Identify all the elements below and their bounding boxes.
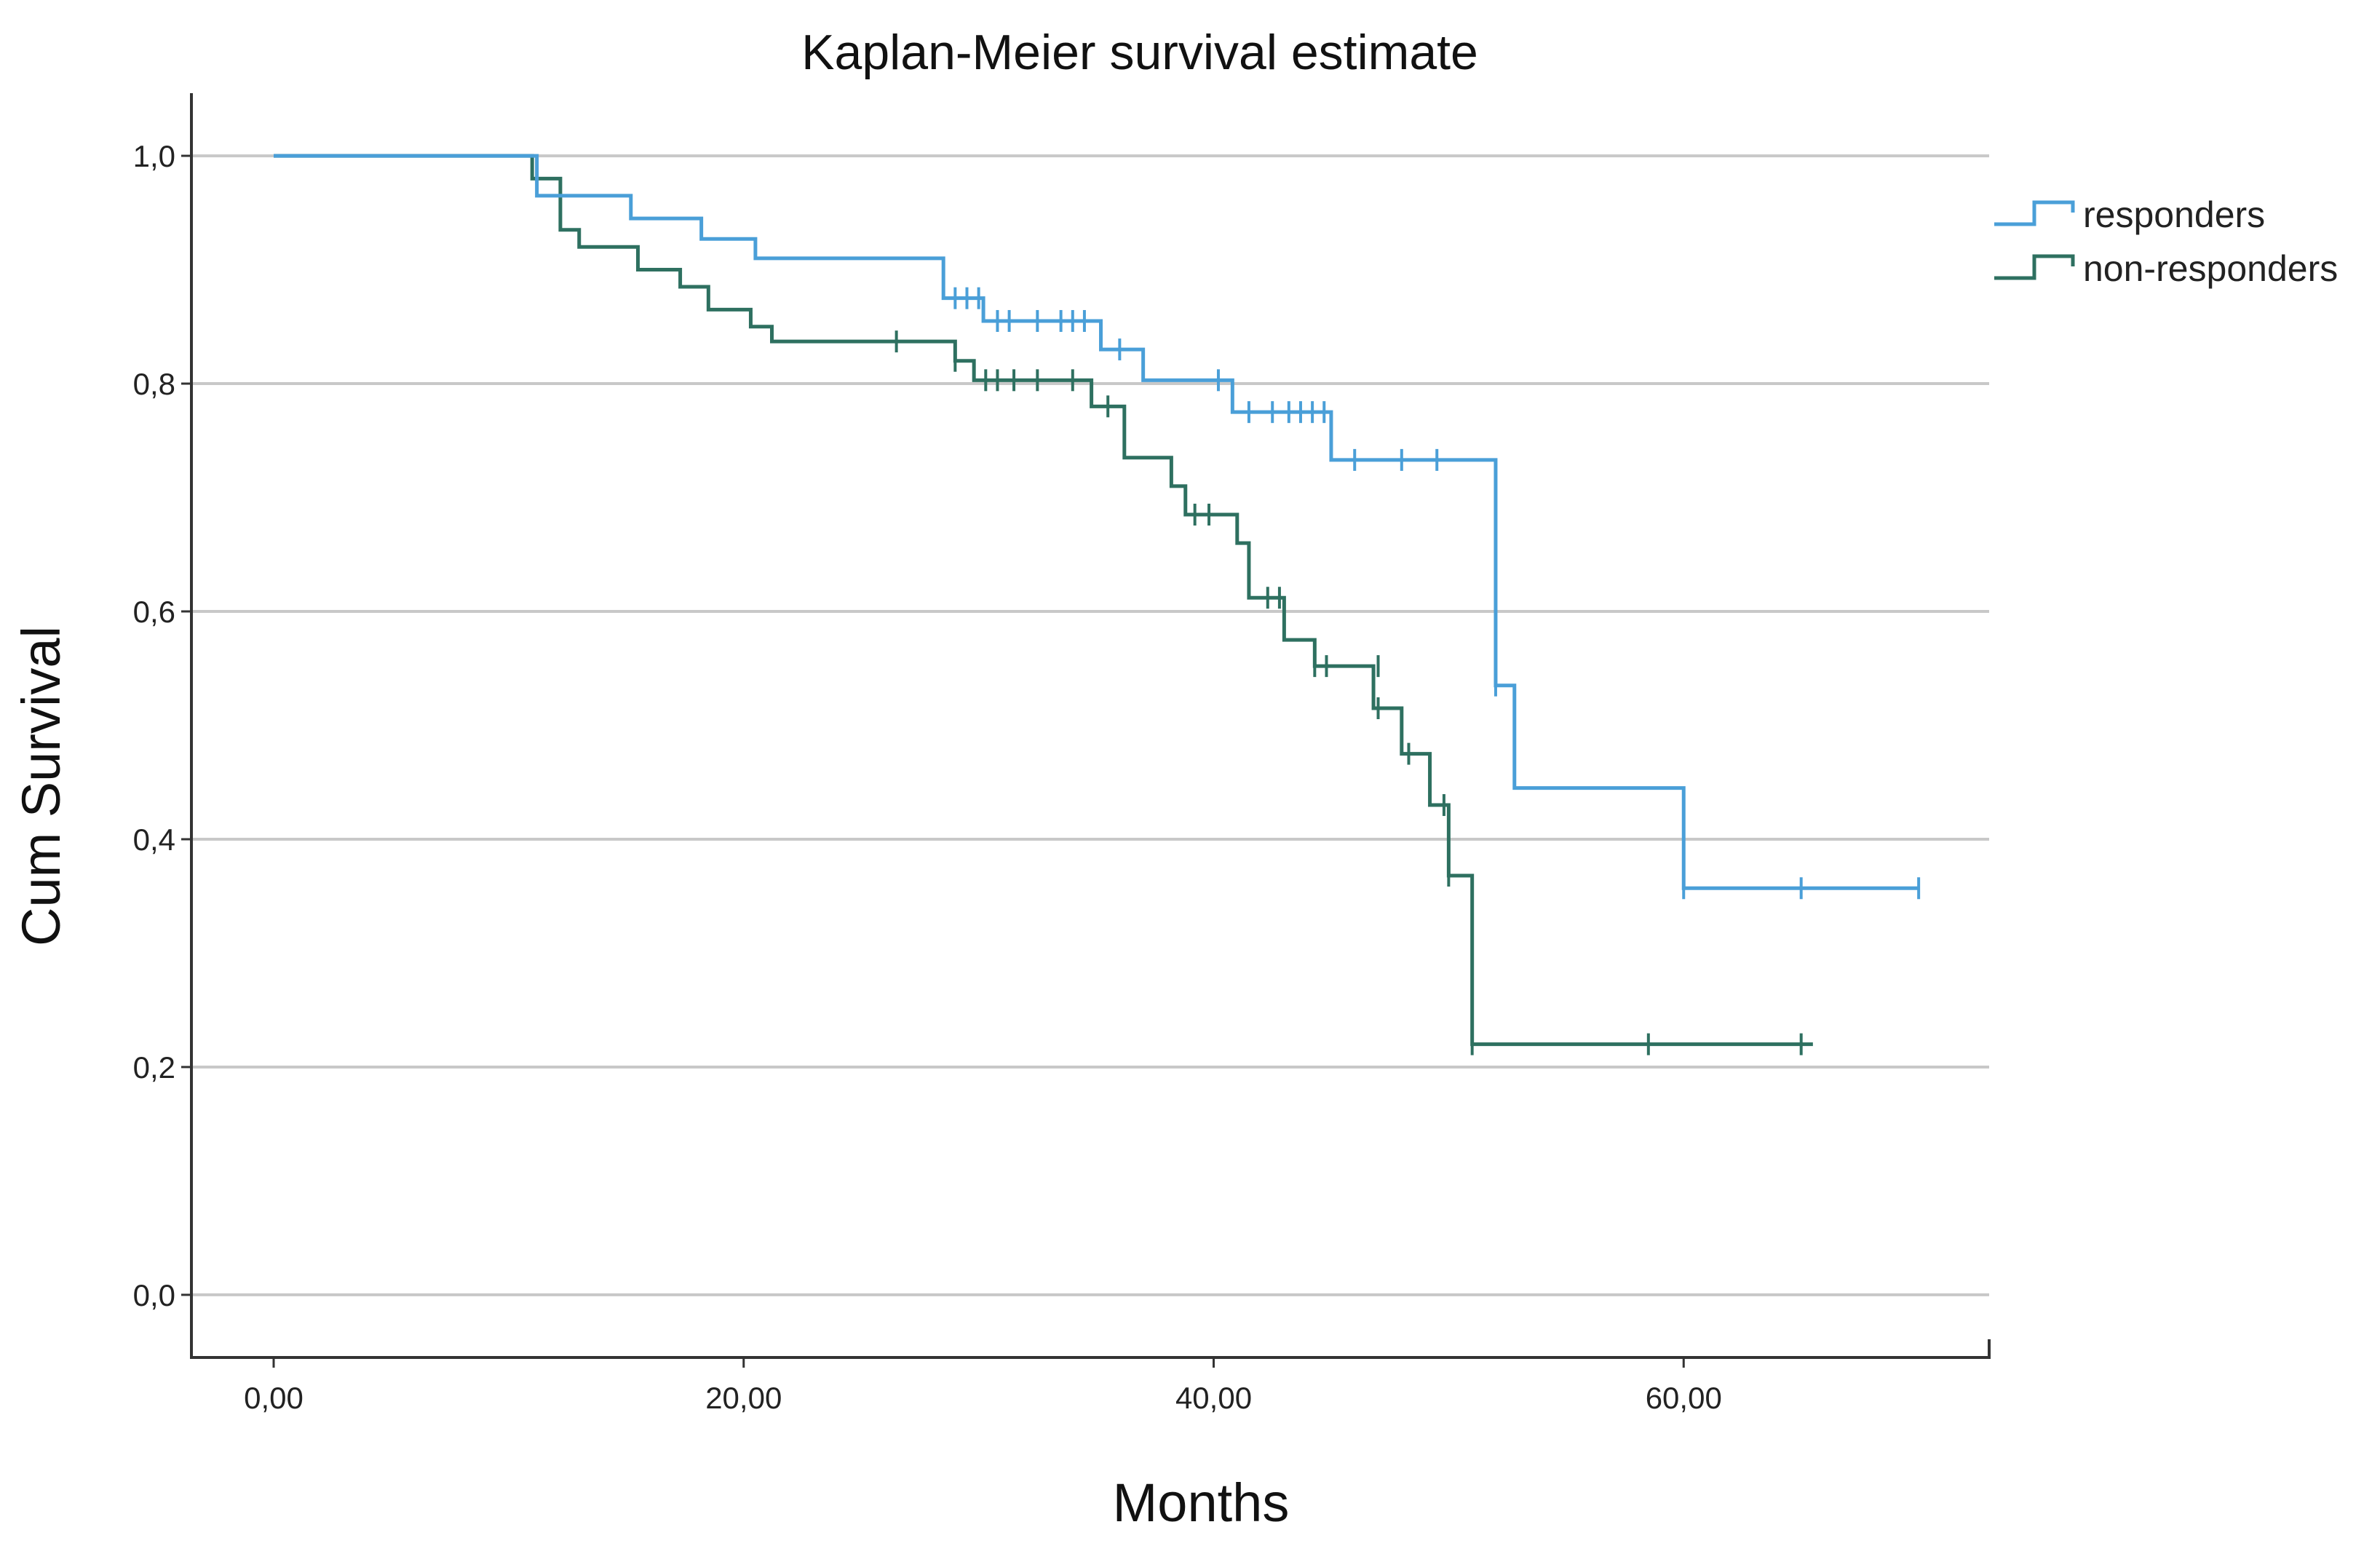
x-tick-label: 20,00 bbox=[705, 1381, 782, 1415]
chart-title: Kaplan-Meier survival estimate bbox=[801, 25, 1478, 80]
y-tick-label: 0,4 bbox=[133, 822, 175, 857]
x-tick-label: 0,00 bbox=[244, 1381, 304, 1415]
x-tick-label: 40,00 bbox=[1175, 1381, 1252, 1415]
series-line-non-responders bbox=[274, 154, 1813, 1047]
legend-swatch-non-responders bbox=[1994, 254, 2075, 280]
legend-label-responders: responders bbox=[2083, 194, 2265, 235]
y-tick-label: 0,2 bbox=[133, 1050, 175, 1085]
survival-curves bbox=[274, 154, 1921, 1055]
y-tick-label: 0,0 bbox=[133, 1278, 175, 1312]
y-tick-labels: 0,0 0,2 0,4 0,6 0,8 1,0 bbox=[133, 139, 191, 1312]
y-axis-label: Cum Survival bbox=[11, 626, 71, 946]
axes-frame bbox=[190, 93, 1991, 1359]
legend: responders non-responders bbox=[1994, 194, 2338, 289]
legend-label-non-responders: non-responders bbox=[2083, 248, 2338, 289]
x-tick-labels: 0,00 20,00 40,00 60,00 bbox=[244, 1357, 1722, 1415]
y-tick-label: 0,8 bbox=[133, 367, 175, 401]
grid-lines bbox=[191, 154, 1989, 1296]
x-axis-label: Months bbox=[1113, 1472, 1290, 1533]
series-line-responders bbox=[274, 154, 1919, 890]
y-tick-label: 0,6 bbox=[133, 595, 175, 629]
y-tick-label: 1,0 bbox=[133, 139, 175, 173]
x-tick-label: 60,00 bbox=[1646, 1381, 1722, 1415]
legend-swatch-responders bbox=[1994, 200, 2075, 226]
